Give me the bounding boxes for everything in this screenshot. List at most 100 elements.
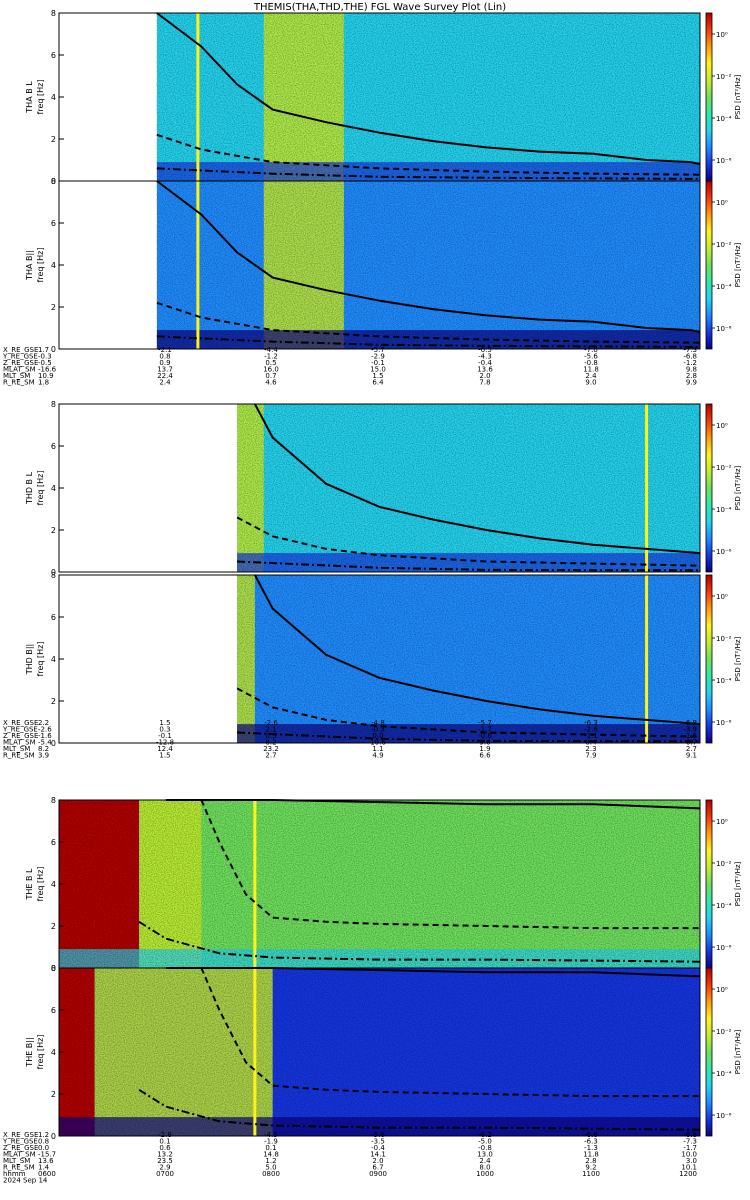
- ephemeris-value: -0.3: [38, 353, 52, 361]
- ephemeris-value: 0.5: [265, 359, 276, 367]
- ephemeris-value: -0.4: [478, 359, 492, 367]
- ephemeris-value: -2.9: [371, 353, 385, 361]
- ephemeris-value: 4.9: [372, 752, 383, 760]
- ephemeris-value: 0800: [262, 1170, 280, 1178]
- y-tick-label: 2: [51, 303, 56, 312]
- ephemeris-row-label: R_RE_SM: [3, 379, 35, 387]
- ephemeris-row-label: MLT_SM: [3, 745, 30, 753]
- ephemeris-value: -6.3: [584, 1138, 598, 1146]
- colorbar-tick-label: 10⁻²: [716, 860, 732, 868]
- ephemeris-value: -2.6: [264, 719, 278, 727]
- colorbar-tick-label: 10⁻²: [716, 73, 732, 81]
- colorbar: [705, 180, 713, 350]
- ephemeris-value: -12.8: [156, 739, 174, 747]
- spectrogram-noise: [237, 404, 701, 572]
- ephemeris-value: 0900: [369, 1170, 387, 1178]
- ephemeris-value: 10.0: [681, 1151, 697, 1159]
- y-axis-unit: freq [Hz]: [36, 471, 45, 506]
- ephemeris-value: 9.2: [585, 1164, 596, 1172]
- ephemeris-value: -5.7: [478, 719, 492, 727]
- y-axis-label: THD B L: [25, 471, 34, 505]
- y-tick-label: 2: [51, 135, 56, 144]
- ephemeris-value: 10.1: [681, 1164, 697, 1172]
- ephemeris-value: 11.8: [583, 1151, 599, 1159]
- colorbar-label: PSD [nT²/Hz]: [734, 636, 742, 681]
- ephemeris-value: 11.8: [583, 366, 599, 374]
- ephemeris-value: 14.8: [263, 1151, 279, 1159]
- ephemeris-value: 0.5: [265, 732, 276, 740]
- ephemeris-value: 7.9: [585, 752, 596, 760]
- half-fce-trace-line: [236, 516, 701, 567]
- half-fce-trace-line: [156, 301, 701, 344]
- ephemeris-value: 10.9: [38, 372, 54, 380]
- ephemeris-value: -16.6: [38, 366, 57, 374]
- ephemeris-value: -2.6: [38, 726, 52, 734]
- ephemeris-value: -1.9: [264, 1138, 278, 1146]
- ephemeris-value: 12.4: [157, 745, 173, 753]
- ephemeris-value: -6.2: [478, 1131, 492, 1139]
- ephemeris-value: 1100: [582, 1170, 600, 1178]
- ephemeris-value: 7.8: [479, 379, 490, 387]
- colorbar-tick-label: 10⁻²: [716, 241, 732, 249]
- ephemeris-value: 2.7: [686, 745, 697, 753]
- ephemeris-value: 2.4: [585, 372, 597, 380]
- ephemeris-value: -1.7: [683, 1144, 697, 1152]
- ephemeris-value: 1000: [476, 1170, 494, 1178]
- figure-title: THEMIS(THA,THD,THE) FGL Wave Survey Plot…: [253, 2, 506, 13]
- y-tick-label: 4: [51, 93, 56, 102]
- y-tick-label: 8: [51, 9, 56, 18]
- ephemeris-value: 1.1: [372, 745, 383, 753]
- colorbar-label: PSD [nT²/Hz]: [734, 465, 742, 510]
- colorbar-tick-label: 10⁻⁶: [716, 548, 732, 556]
- y-tick-label: 6: [51, 51, 56, 60]
- fce-trace-line: [254, 574, 701, 726]
- spectrogram-noise: [156, 13, 701, 181]
- ephemeris-row-label: Z_RE_GSE: [3, 1144, 38, 1152]
- ephemeris-value: 6.4: [372, 379, 384, 387]
- ephemeris-value: 13.0: [477, 1151, 493, 1159]
- colorbar: [705, 12, 713, 182]
- colorbar-label: PSD [nT²/Hz]: [734, 242, 742, 287]
- ephemeris-value: -5.4: [38, 739, 52, 747]
- ephemeris-value: -1.6: [38, 732, 52, 740]
- colorbar: [705, 403, 713, 573]
- ephemeris-value: -0.1: [158, 732, 172, 740]
- ephemeris-value: -2.6: [584, 726, 598, 734]
- ephemeris-value: 8.2: [38, 745, 49, 753]
- half-fce-trace-line: [236, 687, 701, 738]
- ephemeris-value: -1.3: [584, 1144, 598, 1152]
- y-tick-label: 4: [51, 261, 56, 270]
- ephemeris-value: 5.0: [265, 1164, 276, 1172]
- y-tick-label: 2: [51, 1090, 56, 1099]
- y-tick-label: 8: [51, 177, 56, 186]
- ephemeris-value: -4.5: [264, 1131, 278, 1139]
- colorbar-tick-label: 10⁻⁴: [716, 506, 732, 514]
- ephemeris-value: -0.4: [371, 1144, 385, 1152]
- ephemeris-value: 1.7: [38, 346, 49, 354]
- colorbar-tick-label: 10⁰: [716, 199, 728, 207]
- y-tick-label: 2: [51, 526, 56, 535]
- ephemeris-value: 0.1: [265, 1144, 276, 1152]
- spectrogram-spike: [196, 13, 200, 181]
- ephemeris-value: -6.8: [683, 353, 697, 361]
- y-tick-label: 0: [51, 177, 56, 186]
- ephemeris-value: -5.6: [371, 1131, 385, 1139]
- tenth-fce-trace-line: [237, 560, 701, 572]
- y-tick-label: 8: [51, 796, 56, 805]
- ephemeris-row-label: MLAT_SM: [3, 1151, 36, 1159]
- ephemeris-value: -4.8: [371, 719, 385, 727]
- colorbar-tick-label: 10⁰: [716, 986, 728, 994]
- spectrogram-noise: [237, 575, 701, 743]
- colorbar: [705, 574, 713, 744]
- ephemeris-value: 13.2: [157, 1151, 173, 1159]
- ephemeris-value: -15.7: [38, 1151, 56, 1159]
- colorbar-tick-label: 10⁻²: [716, 635, 732, 643]
- spectrogram-spike: [645, 404, 649, 572]
- ephemeris-value: 13.6: [38, 1157, 54, 1165]
- colorbar: [705, 967, 713, 1137]
- ephemeris-value: -2.8: [158, 1131, 172, 1139]
- ephemeris-value: 15.0: [370, 366, 386, 374]
- ephemeris-value: 22.4: [157, 372, 173, 380]
- ephemeris-value: 1.5: [159, 719, 170, 727]
